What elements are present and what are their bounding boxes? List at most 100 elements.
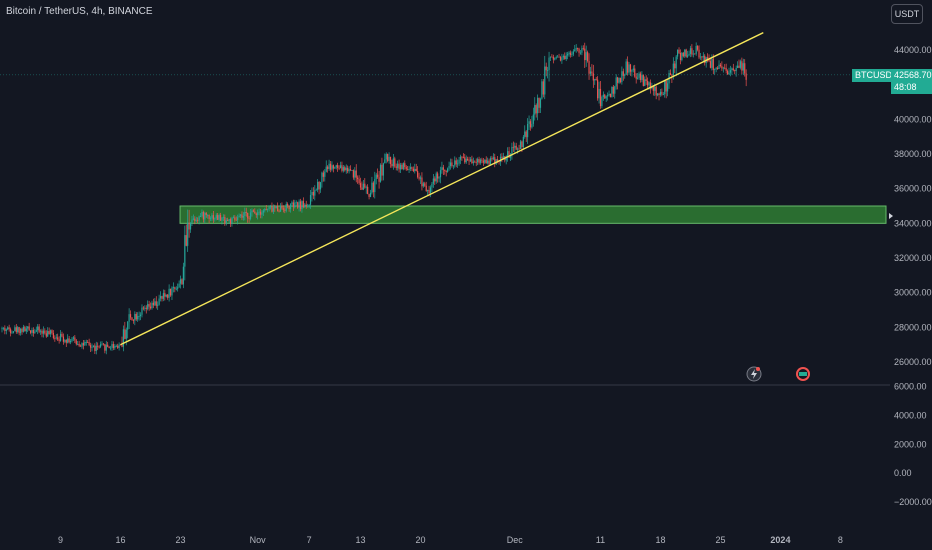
- candle-body: [522, 136, 524, 147]
- candle-body: [158, 298, 160, 305]
- candle-body: [164, 293, 166, 297]
- candle-body: [647, 80, 649, 86]
- candle-body: [509, 155, 512, 158]
- candle-body: [339, 165, 342, 169]
- candle-body: [341, 165, 343, 171]
- candle-body: [212, 215, 214, 220]
- trendline-segment: [120, 32, 764, 346]
- candle-body: [402, 163, 404, 170]
- candle-body: [429, 187, 432, 194]
- candle-body: [519, 141, 522, 149]
- candle-body: [558, 56, 560, 58]
- candle-body: [62, 336, 65, 342]
- time-tick-label: Nov: [250, 535, 267, 545]
- candle-body: [351, 170, 353, 171]
- candle-body: [702, 55, 704, 58]
- sub-tick-label: −2000.00: [894, 497, 932, 507]
- candle-body: [439, 170, 442, 178]
- candle-body: [128, 314, 130, 322]
- candle-body: [142, 307, 145, 309]
- candle-body: [54, 337, 56, 339]
- price-tick-label: 28000.00: [894, 322, 932, 332]
- candle-body: [211, 215, 213, 219]
- candle-body: [381, 164, 383, 176]
- time-tick-label: 7: [307, 535, 312, 545]
- candle-body: [669, 73, 672, 75]
- candle-body: [369, 192, 372, 197]
- candle-body: [379, 164, 382, 182]
- candle-body: [428, 189, 430, 194]
- candle-body: [631, 70, 633, 72]
- candle-body: [641, 75, 643, 80]
- candle-body: [118, 344, 120, 348]
- candle-body: [102, 343, 105, 345]
- candle-body: [554, 58, 556, 60]
- candle-body: [184, 235, 186, 267]
- candle-body: [614, 86, 616, 94]
- candle-body: [714, 68, 716, 70]
- candle-body: [138, 316, 140, 317]
- price-tick-label: 26000.00: [894, 357, 932, 367]
- candle-body: [37, 326, 39, 331]
- time-tick-label: 16: [116, 535, 126, 545]
- candle-body: [464, 157, 466, 163]
- candle-body: [332, 165, 334, 169]
- chart-icons[interactable]: [746, 366, 810, 382]
- candle-body: [608, 93, 610, 96]
- candle-body: [387, 154, 389, 162]
- candle-body: [597, 79, 599, 99]
- candle-body: [41, 330, 43, 334]
- candle-body: [507, 151, 509, 157]
- candle-body: [729, 70, 732, 73]
- candle-body: [179, 279, 182, 284]
- candle-body: [88, 342, 90, 346]
- candle-body: [219, 215, 222, 221]
- candle-body: [461, 156, 463, 158]
- pane-separator: [0, 74, 890, 386]
- candle-body: [574, 49, 576, 52]
- candle-body: [397, 163, 399, 168]
- candle-body: [417, 170, 419, 178]
- candle-body: [144, 307, 146, 309]
- candle-body: [625, 61, 627, 75]
- candle-body: [704, 55, 706, 64]
- event-icon[interactable]: [796, 367, 810, 381]
- candle-body: [518, 148, 520, 150]
- candle-body: [661, 91, 663, 95]
- candle-body: [642, 75, 644, 86]
- candle-body: [708, 59, 710, 62]
- candle-body: [499, 156, 502, 162]
- currency-button[interactable]: USDT: [891, 4, 923, 24]
- candle-body: [251, 210, 253, 213]
- candle-body: [722, 67, 724, 69]
- candle-body: [732, 68, 734, 71]
- candle-body: [27, 326, 29, 329]
- candle-body: [248, 218, 250, 220]
- candle-body: [359, 183, 362, 188]
- candle-body: [622, 71, 624, 76]
- candle-body: [48, 331, 50, 335]
- candle-body: [731, 68, 733, 71]
- candle-body: [718, 64, 720, 70]
- candle-body: [55, 337, 57, 339]
- candle-body: [688, 53, 690, 56]
- candle-body: [618, 77, 620, 83]
- candle-body: [7, 327, 9, 330]
- candle-body: [38, 326, 40, 332]
- candle-body: [635, 76, 637, 79]
- candle-body: [297, 202, 299, 208]
- candle-body: [465, 158, 467, 163]
- candle-body: [197, 220, 199, 222]
- candle-body: [152, 302, 155, 306]
- candle-body: [475, 161, 477, 163]
- candle-body: [192, 218, 194, 220]
- candle-body: [487, 160, 489, 164]
- candle-body: [515, 145, 517, 150]
- candle-body: [471, 159, 473, 164]
- price-tick-label: 38000.00: [894, 149, 932, 159]
- candle-body: [437, 173, 439, 179]
- lightning-icon[interactable]: [746, 366, 762, 382]
- candle-body: [685, 49, 687, 57]
- candle-body: [82, 343, 85, 346]
